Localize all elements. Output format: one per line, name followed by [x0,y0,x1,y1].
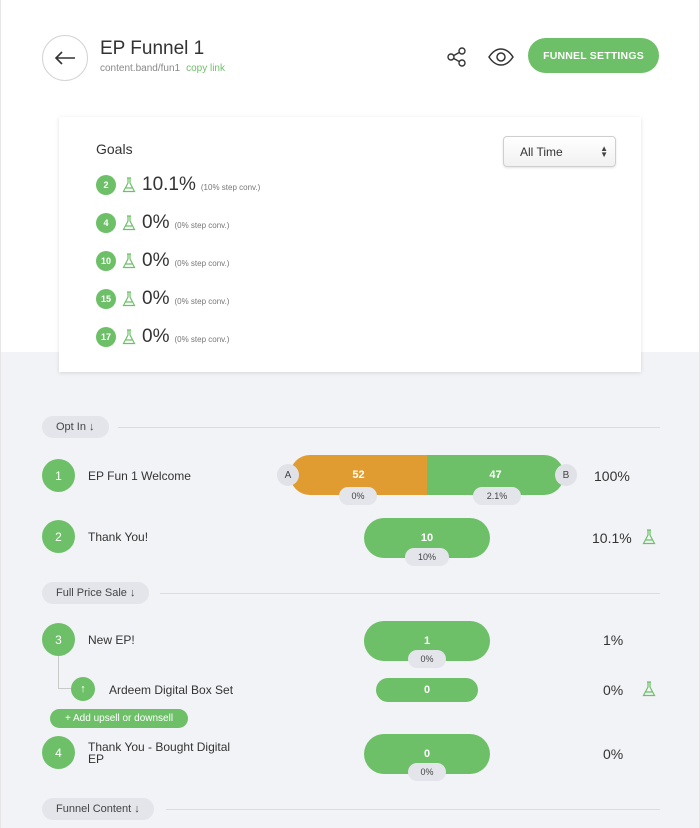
flask-icon [122,253,136,269]
variant-b-conversion: 2.1% [473,487,521,505]
flask-icon [122,215,136,231]
section-divider [166,809,660,810]
goal-step-conv: (10% step conv.) [200,182,261,192]
step-conversion: 10% [405,548,449,566]
step-number: 1 [42,459,75,492]
goal-step-conv: (0% step conv.) [174,220,230,230]
goal-step-badge: 17 [96,327,116,347]
goal-percent: 0% [142,326,170,347]
goal-row: 17 0% (0% step conv.) [96,326,229,348]
arrow-left-icon [54,51,75,65]
goal-step-conv: (0% step conv.) [174,334,230,344]
step-name[interactable]: New EP! [88,633,135,647]
step-name[interactable]: Thank You! [88,530,149,544]
goal-percent: 0% [142,212,170,233]
goal-step-badge: 2 [96,175,116,195]
goal-step-badge: 4 [96,213,116,233]
flask-icon [122,329,136,345]
goals-card: Goals All Time ▲ ▼ 2 10.1% (10% step conv… [59,117,641,372]
flask-icon [122,291,136,307]
upsell-bar[interactable]: 0 [376,678,478,702]
eye-icon[interactable] [487,46,515,68]
variant-b-badge: B [555,464,577,486]
goal-row: 2 10.1% (10% step conv.) [96,174,260,196]
upsell-connector [58,688,72,689]
funnel-url: content.band/fun1 copy link [100,63,225,74]
goal-percent: 0% [142,288,170,309]
goal-row: 10 0% (0% step conv.) [96,250,229,272]
upsell-icon: ↑ [71,677,95,701]
goal-row: 15 0% (0% step conv.) [96,288,229,310]
copy-link[interactable]: copy link [186,63,225,74]
back-button[interactable] [42,35,88,81]
step-name[interactable]: EP Fun 1 Welcome [88,469,191,483]
step-percent: 1% [603,632,624,648]
goal-step-conv: (0% step conv.) [174,296,230,306]
goal-step-conv: (0% step conv.) [174,258,230,268]
step-conversion: 0% [408,763,446,781]
upsell-percent: 0% [603,682,624,698]
step-number: 2 [42,520,75,553]
flask-icon [642,681,656,697]
add-upsell-button[interactable]: + Add upsell or downsell [50,709,188,728]
select-arrows-icon: ▲ ▼ [600,144,608,159]
goal-percent: 0% [142,250,170,271]
upsell-name[interactable]: Ardeem Digital Box Set [109,683,234,697]
step-percent: 0% [603,746,624,762]
step-name[interactable]: Thank You - Bought Digital EP [88,740,231,766]
step-percent: 100% [594,468,630,484]
step-conversion: 0% [408,650,446,668]
section-funnel-content[interactable]: Funnel Content ↓ [42,798,154,820]
flask-icon [122,177,136,193]
step-number: 4 [42,736,75,769]
goal-percent: 10.1% [142,174,196,195]
upsell-connector [58,655,59,688]
date-range-select[interactable]: All Time ▲ ▼ [503,136,616,167]
date-range-value: All Time [520,144,563,159]
section-divider [118,427,660,428]
section-divider [160,593,660,594]
section-full-price-sale[interactable]: Full Price Sale ↓ [42,582,150,604]
funnel-settings-button[interactable]: FUNNEL SETTINGS [528,38,659,73]
goal-step-badge: 15 [96,289,116,309]
share-icon[interactable] [446,46,468,68]
goals-title: Goals [96,141,133,157]
page-title: EP Funnel 1 [100,38,205,59]
step-number: 3 [42,623,75,656]
flask-icon [642,529,656,545]
variant-a-conversion: 0% [339,487,377,505]
funnel-url-text: content.band/fun1 [100,63,181,74]
section-opt-in[interactable]: Opt In ↓ [42,416,109,438]
variant-a-badge: A [277,464,299,486]
goal-step-badge: 10 [96,251,116,271]
step-percent: 10.1% [592,530,632,546]
goal-row: 4 0% (0% step conv.) [96,212,229,234]
